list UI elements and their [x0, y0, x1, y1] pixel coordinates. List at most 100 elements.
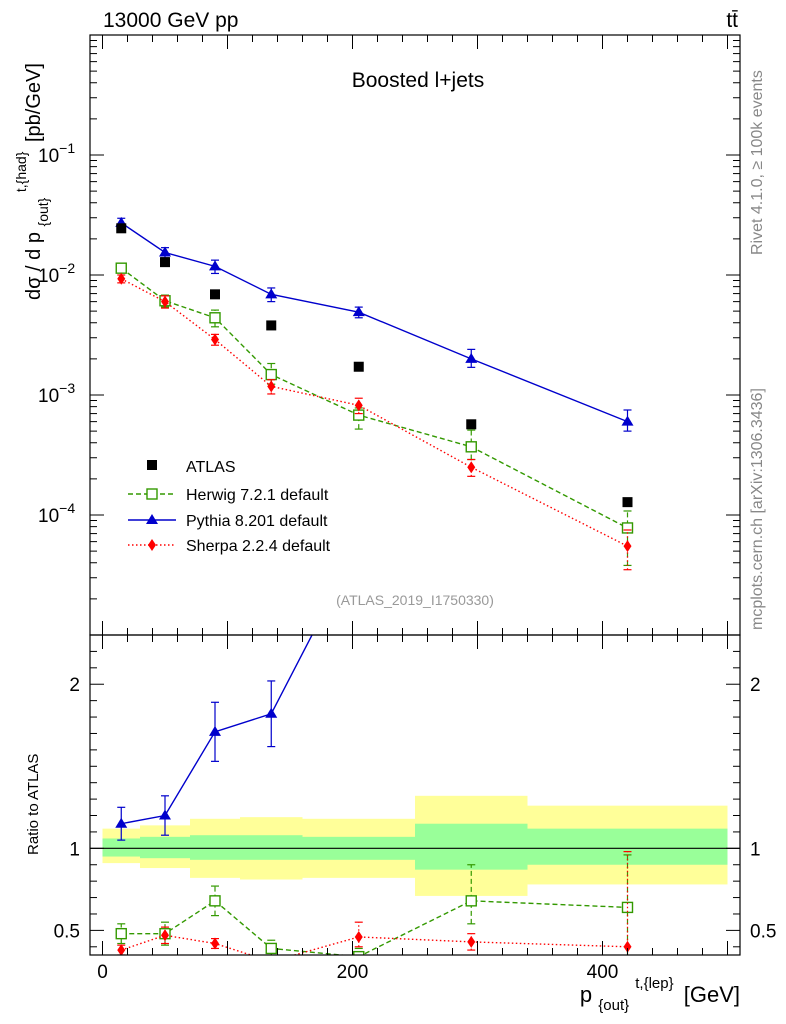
main-herwig-point: [209, 312, 221, 324]
legend-marker-pythia: [146, 514, 158, 524]
legend-label-pythia: Pythia 8.201 default: [186, 513, 328, 530]
main-herwig-point: [465, 441, 477, 453]
energy-label: 13000 GeV pp: [103, 9, 238, 32]
x-tick-label: 200: [337, 962, 369, 983]
ratio-frame: [89, 634, 741, 956]
main-pythia-point: [352, 306, 365, 317]
x-axis-title-sub: {out}: [598, 997, 629, 1014]
legend-marker-atlas: [147, 460, 157, 470]
ratio-inner-band: [190, 835, 240, 860]
main-y-tick-label: 10−2: [38, 260, 75, 287]
ratio-panel: 0.5 0.5 1 1 2 2 0 200 400 Ratio to ATLAS p {out}…: [25, 235, 776, 1015]
legend-marker-herwig: [146, 488, 158, 500]
ratio-axes: 0.5 0.5 1 1 2 2 0 200 400: [54, 634, 776, 983]
ratio-inner-band: [240, 835, 303, 860]
ratio-inner-band: [102, 838, 140, 857]
ratio-sherpa-point: [467, 935, 476, 948]
analysis-id: (ATLAS_2019_I1750330): [336, 592, 494, 608]
main-y-tick-label: 10−3: [38, 380, 75, 407]
x-tick-label: 400: [587, 962, 619, 983]
mcplots-label: mcplots.cern.ch [arXiv:1306.3436]: [749, 388, 766, 630]
main-plot-area: [115, 216, 634, 571]
main-y-tick-label-base: 10: [38, 506, 59, 527]
main-atlas-point: [466, 419, 477, 430]
main-y-axis-title: dσ / d p {out} t,{had} [pb/GeV]: [9, 63, 53, 300]
main-y-tick-label-base: 10: [38, 266, 59, 287]
ratio-herwig-point: [115, 927, 127, 940]
main-sherpa-point: [161, 295, 169, 308]
main-y-axis-title-base: dσ / d p: [23, 232, 45, 300]
ratio-herwig-point: [465, 895, 477, 907]
legend: ATLAS Herwig 7.2.1 default Pythia 8.201 …: [128, 459, 331, 555]
ratio-sherpa-point: [623, 940, 632, 953]
ratio-herwig-point: [265, 942, 277, 955]
main-pythia-point: [465, 352, 478, 363]
ratio-y-tick-label-left: 1: [69, 839, 80, 860]
ratio-pythia-point: [622, 235, 634, 245]
legend-marker-sherpa: [148, 539, 156, 551]
ratio-pythia-point: [159, 809, 171, 820]
ratio-y-tick-label-left: 2: [69, 675, 80, 696]
x-axis-title-unit: [GeV]: [684, 982, 740, 1007]
legend-entry-pythia: Pythia 8.201 default: [128, 513, 328, 530]
main-pythia-point: [209, 260, 221, 271]
ratio-pythia-point: [353, 539, 365, 549]
main-y-axis: 10−110−210−310−4: [38, 34, 740, 636]
ratio-pythia-point: [265, 707, 278, 718]
ratio-pythia-line: [121, 635, 313, 825]
main-atlas-point: [210, 289, 220, 300]
ratio-sherpa-point: [354, 930, 363, 943]
ratio-y-tick-label-right: 2: [750, 675, 761, 696]
x-axis-title-base: p: [580, 982, 592, 1007]
main-sherpa-point: [623, 540, 632, 553]
main-y-tick-label-exp: −4: [59, 500, 75, 516]
x-axis-title: p {out} t,{lep} [GeV]: [580, 968, 740, 1015]
ratio-sherpa-point: [117, 944, 126, 955]
main-sherpa-point: [117, 272, 126, 285]
main-y-tick-label-exp: −3: [59, 380, 75, 396]
main-panel-title: Boosted l+jets: [352, 69, 485, 92]
ratio-pythia-point: [209, 725, 221, 736]
main-atlas-point: [266, 320, 277, 331]
ratio-y-tick-label-right: 0.5: [750, 921, 776, 942]
main-y-tick-label-base: 10: [38, 386, 59, 407]
main-atlas-point: [622, 497, 633, 508]
ratio-pythia-point: [115, 817, 128, 828]
main-pythia-line: [120, 222, 628, 423]
x-tick-label: 0: [97, 962, 108, 983]
main-y-tick-label-exp: −2: [59, 260, 75, 276]
rivet-label: Rivet 4.1.0, ≥ 100k events: [749, 70, 766, 255]
main-atlas-series: [116, 223, 633, 508]
ratio-inner-band: [415, 823, 528, 870]
ratio-herwig-point: [209, 895, 221, 907]
main-sherpa-point: [211, 333, 219, 346]
main-sherpa-point: [354, 399, 363, 412]
ratio-pythia-series: [115, 235, 634, 841]
main-y-axis-title-sub: {out}: [35, 197, 51, 226]
ratio-y-tick-label-left: 0.5: [54, 921, 80, 942]
legend-label-herwig: Herwig 7.2.1 default: [186, 487, 329, 504]
main-herwig-point: [265, 368, 277, 381]
main-panel: Boosted l+jets (ATLAS_2019_I1750330) 10−…: [9, 34, 741, 636]
main-herwig-point: [621, 522, 634, 534]
main-herwig-point: [115, 262, 127, 274]
x-axis-title-sup: t,{lep}: [635, 975, 673, 992]
main-herwig-point: [353, 409, 365, 421]
legend-label-sherpa: Sherpa 2.2.4 default: [186, 538, 331, 555]
ratio-y-axis-title: Ratio to ATLAS: [25, 754, 42, 855]
legend-entry-atlas: ATLAS: [147, 459, 236, 476]
main-sherpa-point: [267, 380, 276, 393]
main-y-tick-label-base: 10: [38, 146, 59, 167]
ratio-sherpa-point: [211, 937, 219, 950]
main-sherpa-series: [117, 272, 632, 571]
main-y-tick-label-exp: −1: [59, 140, 75, 156]
ratio-sherpa-point: [161, 929, 169, 942]
ratio-herwig-point: [353, 950, 365, 955]
ratio-herwig-line: [121, 899, 628, 955]
legend-entry-herwig: Herwig 7.2.1 default: [128, 487, 329, 504]
main-pythia-point: [621, 415, 634, 426]
legend-entry-sherpa: Sherpa 2.2.4 default: [128, 538, 331, 555]
main-y-tick-label: 10−1: [38, 140, 75, 167]
ratio-sherpa-point: [267, 956, 275, 968]
